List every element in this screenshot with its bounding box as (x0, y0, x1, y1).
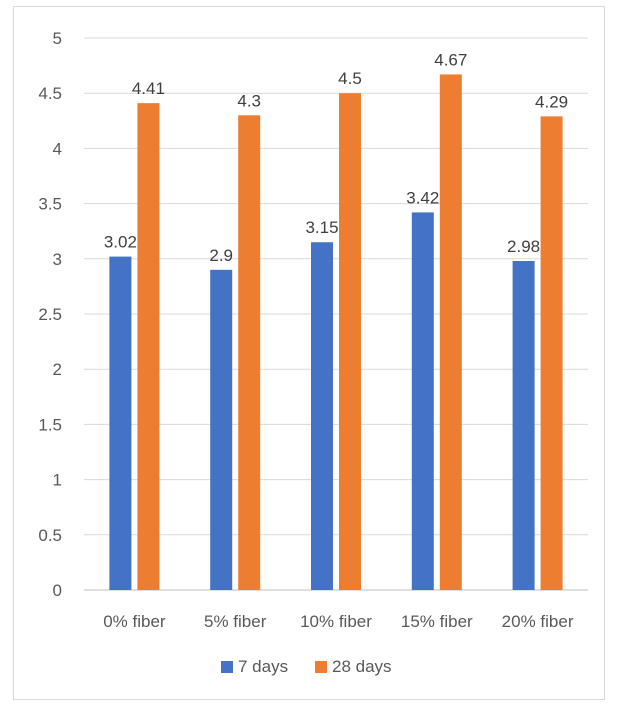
data-label: 2.9 (209, 246, 233, 265)
bar-7-days (109, 256, 132, 590)
data-label: 4.41 (132, 79, 165, 98)
bar-7-days (411, 212, 434, 590)
gridlines (84, 37, 588, 591)
bar-28-days (137, 103, 160, 591)
x-tick-label: 20% fiber (502, 612, 574, 631)
legend-label: 7 days (238, 657, 288, 676)
y-tick-label: 4 (53, 139, 62, 158)
x-tick-label: 5% fiber (204, 612, 267, 631)
y-tick-label: 3.5 (38, 195, 62, 214)
x-tick-label: 15% fiber (401, 612, 473, 631)
data-label: 3.15 (305, 218, 338, 237)
legend-swatch (315, 661, 327, 673)
data-label: 4.67 (434, 50, 467, 69)
data-label: 2.98 (507, 237, 540, 256)
legend: 7 days 28 days (221, 657, 392, 676)
bar-28-days (439, 74, 462, 590)
x-axis-ticks: 0% fiber 5% fiber 10% fiber 15% fiber 20% fi… (103, 612, 574, 631)
y-tick-label: 1 (53, 471, 62, 490)
data-label: 4.29 (535, 92, 568, 111)
y-tick-label: 0.5 (38, 526, 62, 545)
x-tick-label: 0% fiber (103, 612, 166, 631)
y-tick-label: 2 (53, 360, 62, 379)
y-tick-label: 0 (53, 581, 62, 600)
y-tick-label: 4.5 (38, 84, 62, 103)
bar-28-days (238, 115, 261, 590)
bar-28-days (540, 116, 563, 590)
data-label: 3.02 (104, 233, 137, 252)
y-tick-label: 5 (53, 29, 62, 48)
legend-label: 28 days (332, 657, 392, 676)
y-tick-label: 3 (53, 250, 62, 269)
legend-swatch (221, 661, 233, 673)
bar-7-days (512, 261, 535, 590)
bars (109, 74, 563, 591)
data-label: 4.5 (338, 69, 362, 88)
data-label: 3.42 (406, 188, 439, 207)
data-label: 4.3 (237, 91, 261, 110)
y-tick-label: 2.5 (38, 305, 62, 324)
x-tick-label: 10% fiber (300, 612, 372, 631)
bar-7-days (210, 269, 233, 590)
bar-28-days (339, 93, 361, 590)
data-labels: 3.02 4.41 2.9 4.3 3.15 4.5 3.42 4.67 2.98 4.29 (104, 50, 568, 264)
y-axis-ticks: 0 0.5 1 1.5 2 2.5 3 3.5 4 4.5 5 (38, 29, 62, 600)
bar-7-days (311, 242, 333, 591)
y-tick-label: 1.5 (38, 415, 62, 434)
